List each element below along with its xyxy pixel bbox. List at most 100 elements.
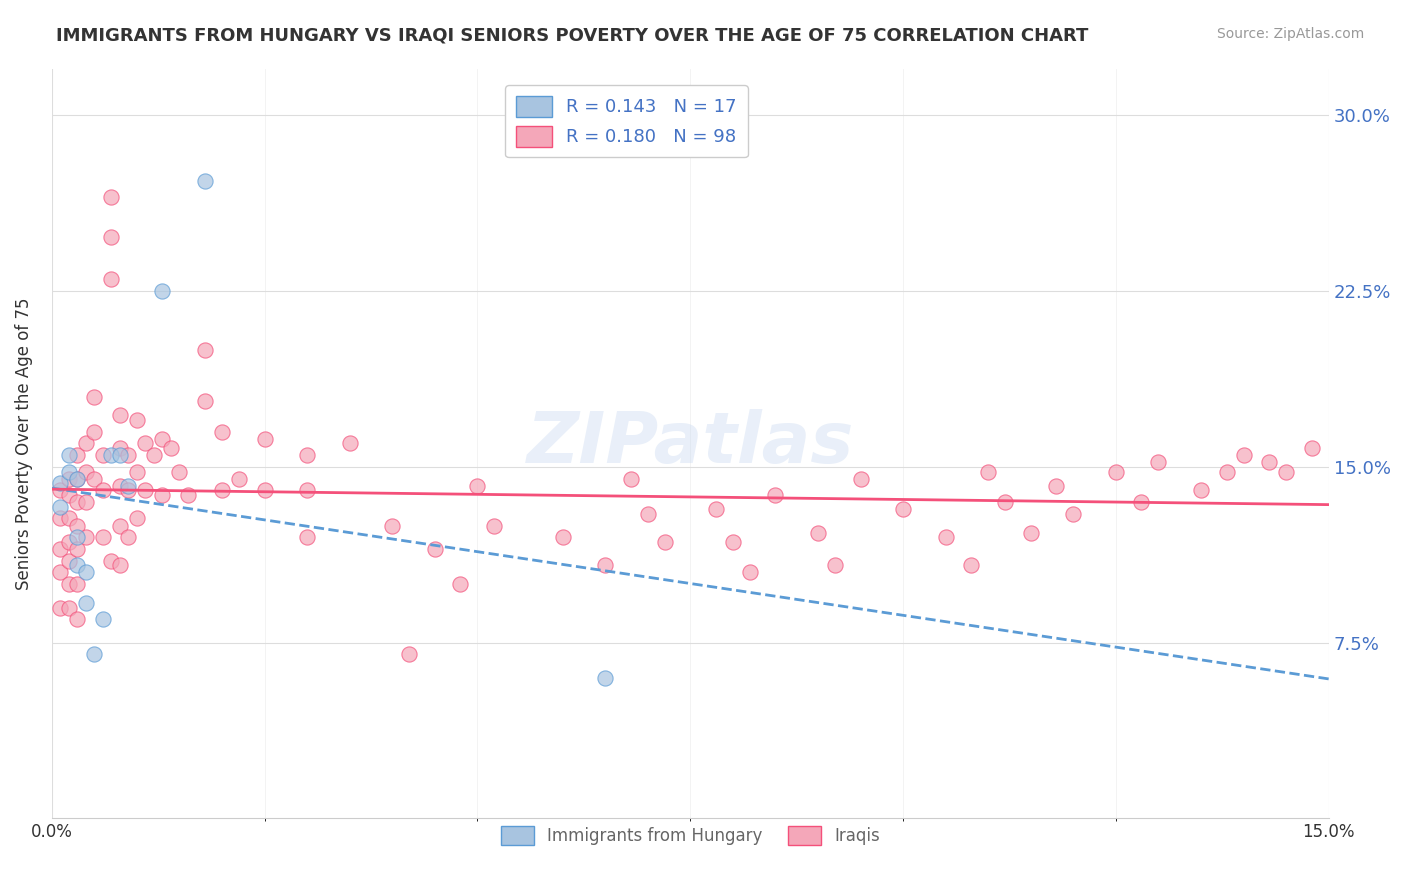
Point (960, 558, 983, 573)
Point (1062, 507, 1084, 521)
Point (117, 483, 139, 498)
Point (91, 530, 114, 544)
Point (211, 483, 233, 498)
Point (738, 566, 761, 580)
Legend: R = 0.143   N = 17, R = 0.180   N = 98: R = 0.143 N = 17, R = 0.180 N = 98 (505, 85, 748, 158)
Point (108, 441, 131, 455)
Point (58, 488, 80, 502)
Point (108, 518, 131, 533)
Point (1215, 465, 1237, 479)
Text: ZIPatlas: ZIPatlas (527, 409, 853, 478)
Point (58, 554, 80, 568)
Text: IMMIGRANTS FROM HUNGARY VS IRAQI SENIORS POVERTY OVER THE AGE OF 75 CORRELATION : IMMIGRANTS FROM HUNGARY VS IRAQI SENIORS… (56, 27, 1088, 45)
Point (891, 502, 914, 516)
Point (807, 525, 830, 540)
Point (152, 432, 174, 446)
Point (58, 600, 80, 615)
Point (194, 343, 217, 357)
Point (108, 558, 131, 573)
Point (194, 394, 217, 409)
Point (75, 596, 97, 610)
Point (91, 483, 114, 498)
Point (117, 448, 139, 462)
Point (49, 600, 72, 615)
Point (117, 530, 139, 544)
Point (721, 535, 744, 549)
Point (654, 535, 676, 549)
Point (49, 566, 72, 580)
Point (849, 472, 872, 486)
Point (117, 478, 139, 492)
Point (160, 441, 183, 455)
Point (142, 448, 165, 462)
Point (83, 425, 105, 439)
Point (194, 174, 217, 188)
Point (253, 483, 276, 498)
Point (253, 432, 276, 446)
Point (295, 483, 318, 498)
Point (66, 541, 89, 556)
Point (1189, 483, 1212, 498)
Point (58, 511, 80, 525)
Point (75, 530, 97, 544)
Point (125, 465, 148, 479)
Point (994, 495, 1017, 509)
Point (100, 230, 122, 244)
Point (108, 409, 131, 423)
Point (75, 436, 97, 450)
Point (108, 478, 131, 492)
Point (66, 518, 89, 533)
Point (381, 518, 404, 533)
Point (75, 566, 97, 580)
Point (100, 554, 122, 568)
Point (1045, 478, 1067, 492)
Point (49, 476, 72, 491)
Point (58, 465, 80, 479)
Point (935, 530, 957, 544)
Point (467, 478, 489, 492)
Point (704, 502, 727, 516)
Point (1275, 465, 1298, 479)
Point (66, 495, 89, 509)
Point (83, 648, 105, 662)
Point (49, 511, 72, 525)
Point (1258, 455, 1281, 469)
Point (75, 495, 97, 509)
Point (91, 612, 114, 626)
Point (125, 511, 148, 525)
Point (339, 436, 361, 450)
Point (484, 518, 506, 533)
Point (620, 472, 643, 486)
Point (177, 488, 200, 502)
Point (398, 648, 420, 662)
Point (66, 472, 89, 486)
Point (125, 413, 148, 427)
Point (423, 541, 446, 556)
Point (66, 612, 89, 626)
Text: Source: ZipAtlas.com: Source: ZipAtlas.com (1216, 27, 1364, 41)
Point (637, 507, 659, 521)
Point (100, 190, 122, 204)
Point (211, 425, 233, 439)
Point (449, 577, 471, 591)
Point (108, 448, 131, 462)
Point (66, 448, 89, 462)
Point (1301, 441, 1323, 455)
Point (1147, 455, 1170, 469)
Point (58, 535, 80, 549)
Point (152, 488, 174, 502)
Point (134, 483, 156, 498)
Point (152, 284, 174, 298)
Point (66, 472, 89, 486)
Point (91, 448, 114, 462)
Point (83, 472, 105, 486)
Point (977, 465, 1000, 479)
Point (49, 500, 72, 514)
Point (100, 272, 122, 286)
Point (295, 448, 318, 462)
Point (49, 483, 72, 498)
Point (66, 558, 89, 573)
Point (228, 472, 250, 486)
Point (593, 671, 616, 685)
Point (100, 448, 122, 462)
